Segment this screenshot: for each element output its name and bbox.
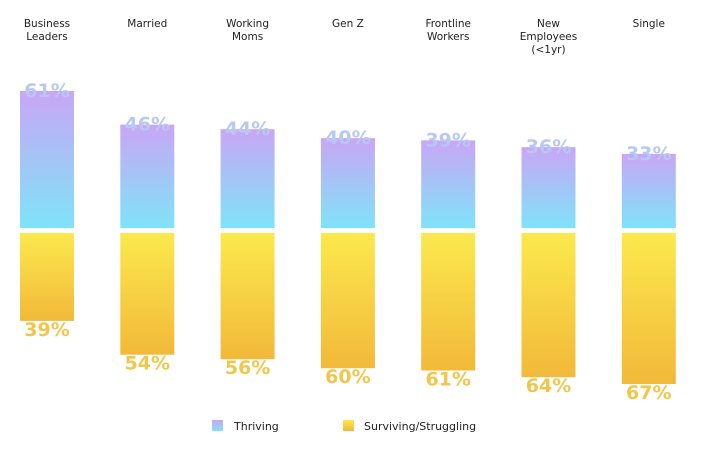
thriving-value-label: 44% [225,118,270,140]
category-label: Business Leaders [24,18,70,43]
thriving-value-label: 40% [325,127,370,149]
thriving-bar [320,138,375,228]
surviving-value-label: 60% [325,366,370,388]
surviving-bar [20,233,74,321]
category-label: Married [127,18,167,30]
category-label: Working Moms [226,18,269,43]
surviving-value-label: 56% [225,357,270,379]
category-label: Single [633,18,665,30]
surviving-value-label: 39% [24,319,69,341]
surviving-bar [521,233,576,378]
thriving-bar [621,153,676,228]
thriving-bar [220,129,275,228]
category-label: Gen Z [332,18,364,30]
surviving-bar [320,233,375,369]
bars [20,91,676,384]
thriving-bar [20,91,74,228]
category-label: New Employees (<1yr) [520,18,577,56]
surviving-bar [220,233,275,360]
legend-swatch-thriving [212,420,223,431]
thriving-bar [421,140,476,228]
legend-label-thriving: Thriving [233,420,279,433]
thriving-value-label: 36% [526,136,571,158]
thriving-value-label: 39% [425,129,470,151]
legend: Thriving Surviving/Struggling [212,420,476,433]
surviving-value-label: 61% [425,368,470,390]
surviving-value-label: 64% [526,375,571,397]
surviving-value-label: 54% [125,353,170,375]
value-labels: 61% 39% 46% 54% 44% 56% 40% 60% 39% 61% 36% 64% 33% 6… [24,80,671,404]
legend-swatch-surviving [343,420,354,431]
thriving-value-label: 33% [626,143,671,165]
surviving-bar [621,233,676,384]
category-label: Frontline Workers [425,18,471,43]
thriving-bar [521,147,576,228]
surviving-value-label: 67% [626,382,671,404]
surviving-bar [421,233,476,371]
category-labels: Business Leaders Married Working Moms Gen Z Fr… [24,18,665,56]
legend-label-surviving: Surviving/Struggling [364,420,476,433]
thriving-bar [120,124,175,228]
surviving-bar [120,233,175,355]
thriving-value-label: 46% [125,114,170,136]
thriving-value-label: 61% [24,80,69,102]
